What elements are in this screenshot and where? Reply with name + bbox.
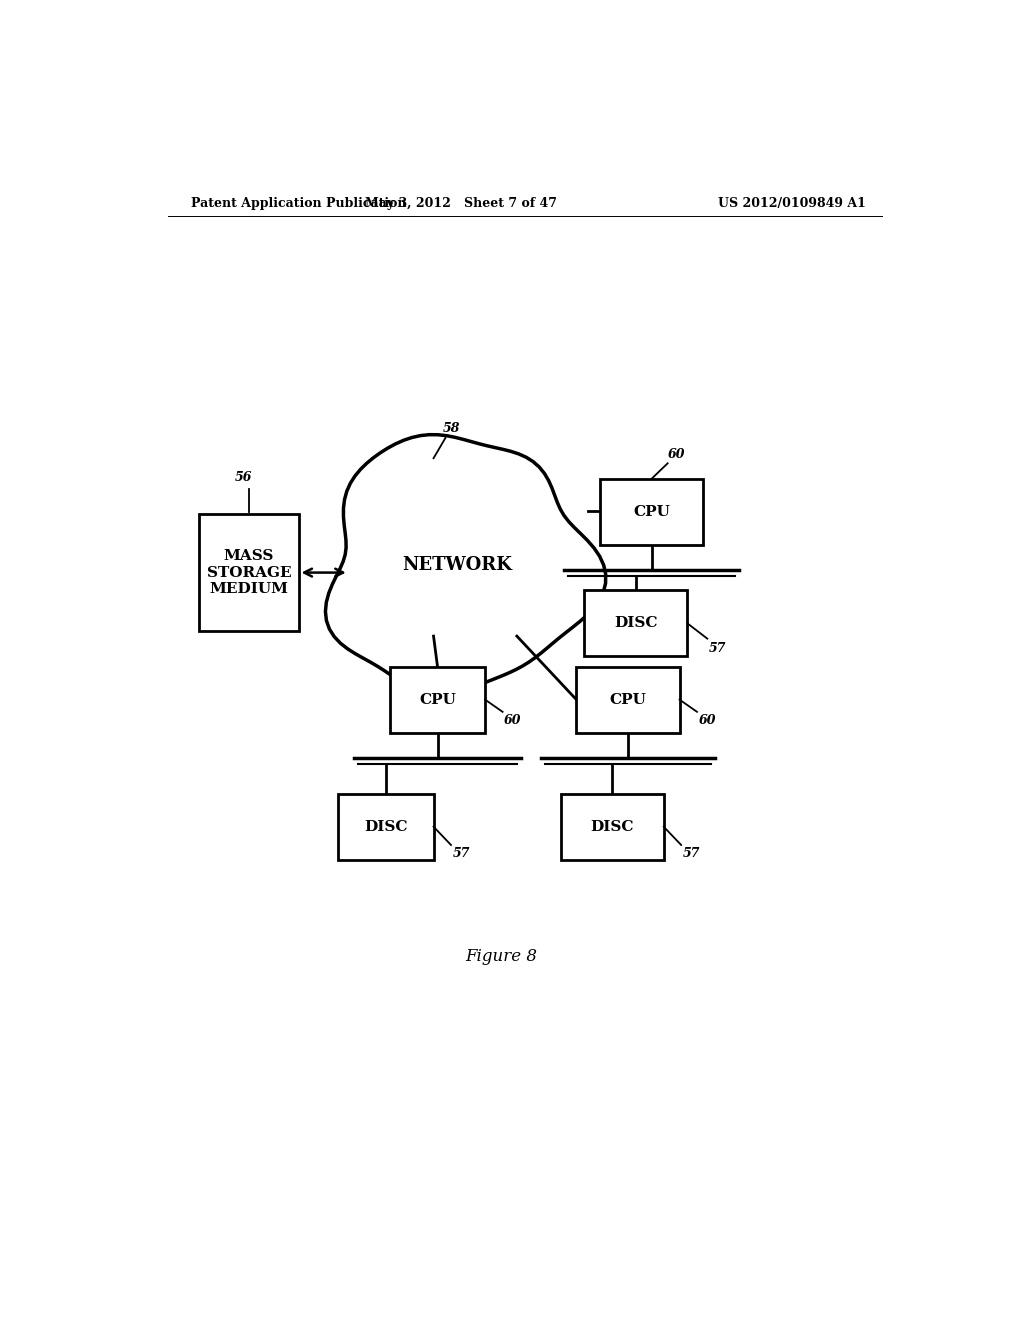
PathPatch shape (326, 434, 605, 694)
Text: CPU: CPU (419, 693, 456, 706)
Text: CPU: CPU (633, 504, 671, 519)
Text: 60: 60 (698, 714, 716, 727)
Bar (338, 793, 433, 859)
Text: 57: 57 (453, 847, 470, 861)
Bar (390, 667, 485, 733)
Text: Patent Application Publication: Patent Application Publication (191, 197, 407, 210)
Text: May 3, 2012   Sheet 7 of 47: May 3, 2012 Sheet 7 of 47 (366, 197, 557, 210)
Text: DISC: DISC (614, 616, 657, 631)
Text: Figure 8: Figure 8 (465, 948, 537, 965)
Text: 57: 57 (683, 847, 700, 861)
Text: 60: 60 (504, 714, 521, 727)
Bar (600, 479, 703, 545)
Text: 56: 56 (236, 471, 253, 483)
Bar (577, 667, 680, 733)
Text: 57: 57 (709, 642, 726, 655)
Text: DISC: DISC (591, 820, 634, 834)
Text: 60: 60 (668, 449, 685, 461)
Text: 58: 58 (443, 422, 461, 434)
Text: MASS
STORAGE
MEDIUM: MASS STORAGE MEDIUM (207, 549, 292, 595)
Text: US 2012/0109849 A1: US 2012/0109849 A1 (718, 197, 866, 210)
Text: NETWORK: NETWORK (402, 556, 512, 574)
Bar (560, 793, 664, 859)
Bar (200, 515, 299, 631)
Bar (585, 590, 687, 656)
Text: DISC: DISC (365, 820, 408, 834)
Text: CPU: CPU (609, 693, 646, 706)
